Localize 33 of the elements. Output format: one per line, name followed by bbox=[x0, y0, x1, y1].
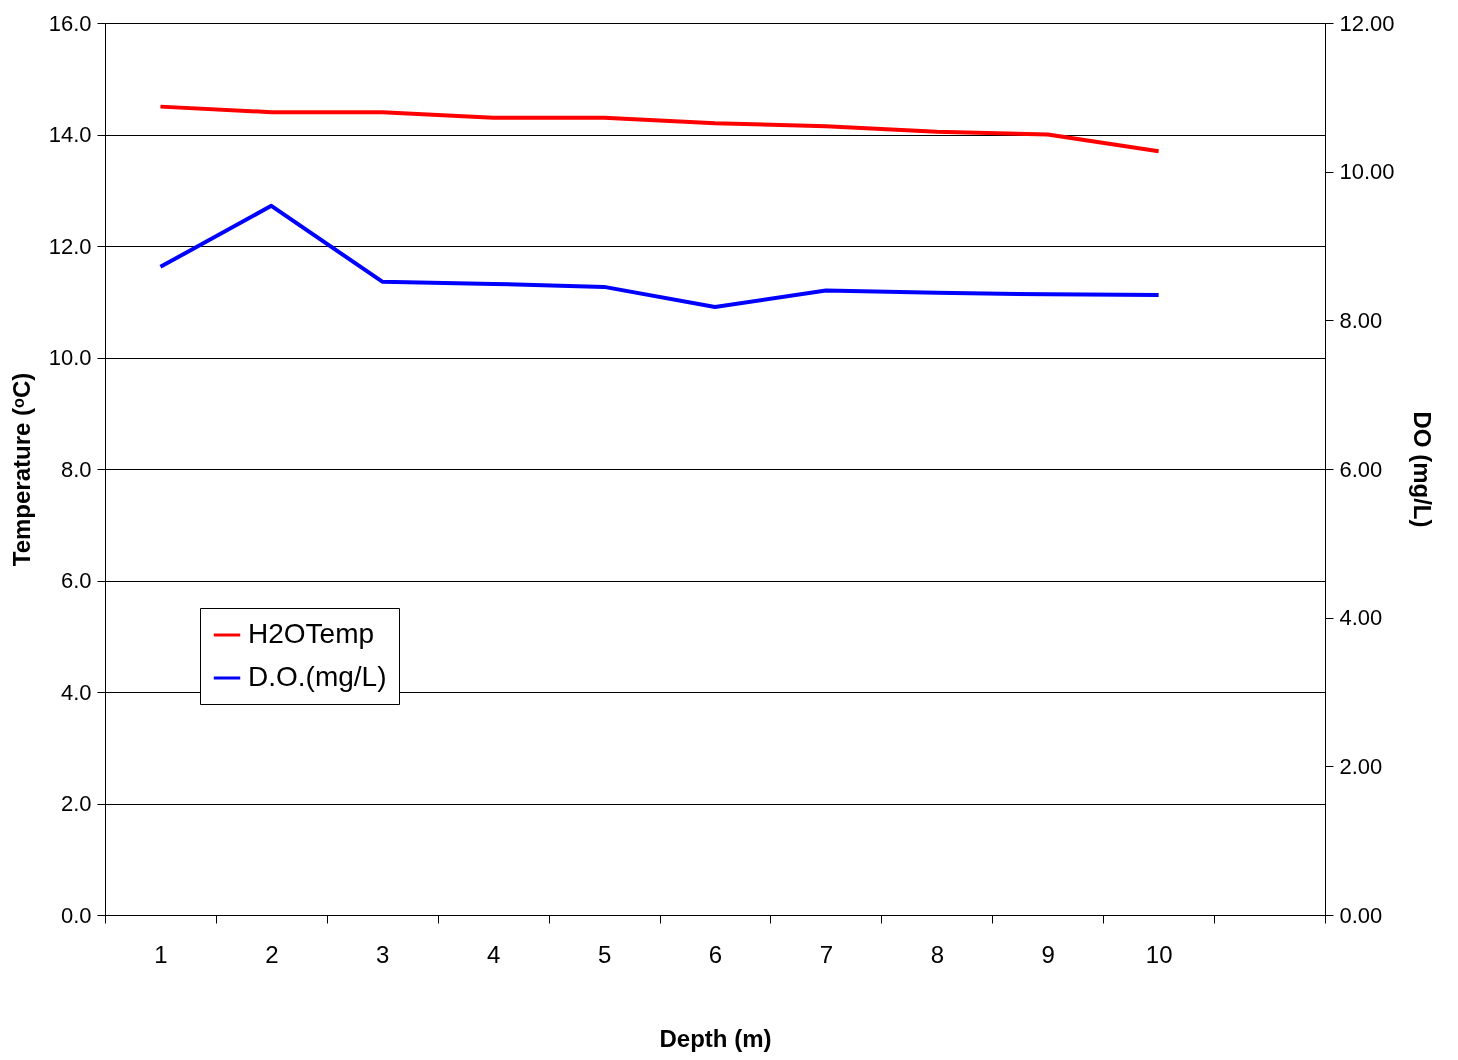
y-tick-label: 12.0 bbox=[48, 233, 92, 259]
y2-axis-title: DO (mg/L) bbox=[1408, 411, 1436, 528]
x-tick-label: 10 bbox=[1145, 940, 1173, 968]
y2-tick-label: 8.00 bbox=[1339, 307, 1383, 333]
y-tick-label: 4.0 bbox=[60, 679, 92, 705]
y-tick-label: 6.0 bbox=[60, 568, 92, 593]
y-tick-label: 2.0 bbox=[60, 791, 92, 816]
x-tick-label: 3 bbox=[376, 940, 390, 968]
x-tick-label: 5 bbox=[597, 940, 612, 968]
x-tick-label: 2 bbox=[265, 940, 279, 968]
line-series bbox=[158, 104, 1161, 154]
y2-tick-label: 0.00 bbox=[1339, 902, 1383, 928]
y2-tick-label: 4.00 bbox=[1339, 605, 1383, 631]
legend-label: H2OTemp bbox=[248, 618, 375, 649]
x-axis-title: Depth (m) bbox=[659, 1024, 772, 1052]
y2-tick-label: 12.00 bbox=[1339, 10, 1395, 36]
y-tick-label: 14.0 bbox=[48, 122, 92, 147]
x-tick-label: 4 bbox=[487, 940, 501, 968]
x-tick-label: 9 bbox=[1041, 940, 1055, 968]
y-tick-label: 16.0 bbox=[48, 10, 92, 36]
y2-tick-label: 10.00 bbox=[1339, 159, 1395, 185]
y-tick-label: 8.0 bbox=[60, 456, 92, 482]
y2-tick-label: 6.00 bbox=[1339, 456, 1383, 482]
y-axis-title: Temperature (ᵒC) bbox=[7, 372, 35, 567]
y-tick-label: 10.0 bbox=[48, 345, 92, 370]
y-tick-label: 0.0 bbox=[60, 902, 92, 928]
x-tick-label: 1 bbox=[154, 940, 168, 968]
legend-label: D.O.(mg/L) bbox=[248, 661, 387, 692]
line-series bbox=[158, 203, 1161, 309]
x-tick-label: 7 bbox=[819, 940, 834, 968]
x-tick-label: 6 bbox=[708, 940, 723, 968]
x-tick-label: 8 bbox=[930, 940, 944, 968]
y2-tick-label: 2.00 bbox=[1339, 753, 1383, 779]
